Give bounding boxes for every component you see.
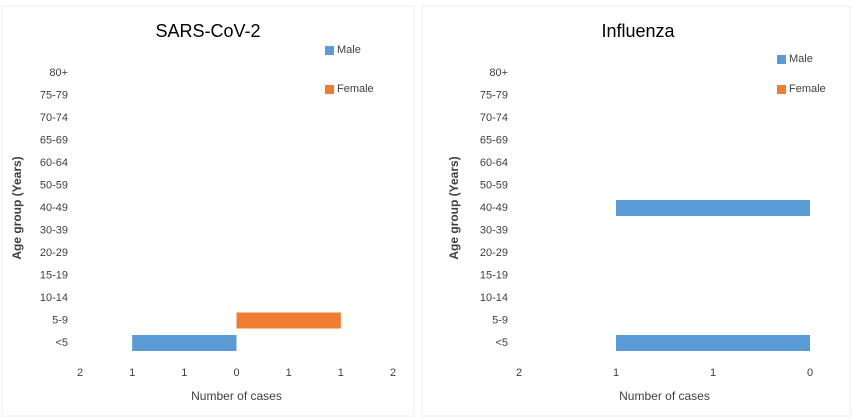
x-tick-label: 2	[77, 367, 83, 379]
y-axis-title: Age group (Years)	[10, 156, 24, 259]
chart-title: SARS-CoV-2	[155, 21, 260, 41]
x-tick-label: 1	[129, 367, 135, 379]
x-tick-label: 1	[613, 367, 619, 379]
legend-swatch	[325, 46, 334, 55]
y-tick-label: 70-74	[480, 112, 508, 124]
bar	[132, 335, 237, 351]
y-tick-label: 60-64	[480, 157, 508, 169]
y-tick-label: 70-74	[40, 112, 68, 124]
y-tick-label: 15-19	[480, 269, 508, 281]
x-tick-label: 2	[390, 367, 396, 379]
y-tick-label: 5-9	[492, 314, 508, 326]
y-tick-label: 60-64	[40, 157, 68, 169]
chart-title: Influenza	[601, 21, 675, 41]
y-tick-label: 20-29	[480, 247, 508, 259]
y-tick-label: 75-79	[480, 89, 508, 101]
y-tick-label: 80+	[49, 67, 68, 79]
y-tick-label: 75-79	[40, 89, 68, 101]
legend-label: Female	[789, 83, 826, 95]
legend-swatch	[325, 85, 334, 94]
x-tick-label: 1	[338, 367, 344, 379]
y-tick-label: 15-19	[40, 269, 68, 281]
legend-label: Male	[337, 44, 361, 56]
y-tick-label: 10-14	[40, 292, 68, 304]
x-axis-title: Number of cases	[619, 389, 710, 403]
y-tick-label: 5-9	[52, 314, 68, 326]
x-tick-label: 1	[181, 367, 187, 379]
legend-label: Female	[337, 83, 374, 95]
x-tick-label: 2	[516, 367, 522, 379]
bar	[616, 200, 810, 216]
y-tick-label: 50-59	[40, 179, 68, 191]
x-tick-label: 1	[286, 367, 292, 379]
y-tick-label: 30-39	[480, 224, 508, 236]
y-tick-label: 40-49	[40, 202, 68, 214]
bar	[616, 335, 810, 351]
y-tick-label: <5	[495, 337, 508, 349]
x-tick-label: 0	[233, 367, 239, 379]
y-tick-label: <5	[55, 337, 68, 349]
bar	[236, 312, 341, 329]
y-tick-label: 40-49	[480, 202, 508, 214]
y-tick-label: 65-69	[40, 134, 68, 146]
y-tick-label: 65-69	[480, 134, 508, 146]
legend-swatch	[777, 85, 786, 94]
x-tick-label: 0	[807, 367, 813, 379]
y-tick-label: 30-39	[40, 224, 68, 236]
legend-label: Male	[789, 53, 813, 65]
y-axis-title: Age group (Years)	[447, 156, 461, 259]
y-tick-label: 50-59	[480, 179, 508, 191]
legend-swatch	[777, 55, 786, 64]
y-tick-label: 10-14	[480, 292, 508, 304]
x-tick-label: 1	[710, 367, 716, 379]
x-axis-title: Number of cases	[191, 389, 282, 403]
y-tick-label: 80+	[489, 67, 508, 79]
y-tick-label: 20-29	[40, 247, 68, 259]
